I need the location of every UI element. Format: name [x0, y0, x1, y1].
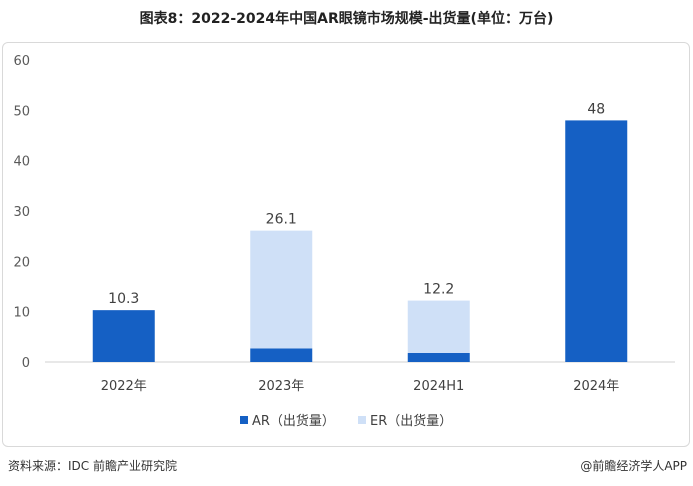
x-tick-label: 2024年: [573, 379, 619, 394]
chart-frame: [2, 42, 690, 447]
y-tick-label: 60: [13, 54, 30, 69]
bar-ar: [92, 310, 155, 362]
data-label: 48: [587, 101, 605, 117]
y-tick-label: 40: [13, 155, 30, 170]
data-label: 10.3: [108, 291, 139, 307]
y-tick-label: 0: [22, 356, 30, 371]
y-tick-label: 10: [13, 306, 30, 321]
y-tick-label: 30: [13, 205, 30, 220]
x-tick-label: 2024H1: [413, 379, 464, 394]
bar-ar: [407, 352, 470, 362]
bar-er: [407, 300, 470, 353]
y-tick-label: 20: [13, 255, 30, 270]
legend-label: ER（出货量）: [370, 413, 452, 429]
data-label: 12.2: [423, 282, 454, 298]
source-note: 资料来源：IDC 前瞻产业研究院: [8, 459, 177, 473]
bar-ar: [565, 120, 628, 363]
data-label: 26.1: [266, 212, 297, 228]
y-tick-label: 50: [13, 104, 30, 119]
bar-ar: [250, 348, 313, 362]
legend-label: AR（出货量）: [252, 413, 335, 429]
legend-swatch: [240, 416, 248, 424]
x-tick-label: 2022年: [101, 379, 147, 394]
legend-swatch: [358, 416, 366, 424]
bar-er: [250, 230, 313, 349]
x-tick-label: 2023年: [258, 379, 304, 394]
credit: @前瞻经济学人APP: [580, 459, 687, 473]
chart-title: 图表8：2022-2024年中国AR眼镜市场规模-出货量(单位：万台): [139, 11, 554, 27]
